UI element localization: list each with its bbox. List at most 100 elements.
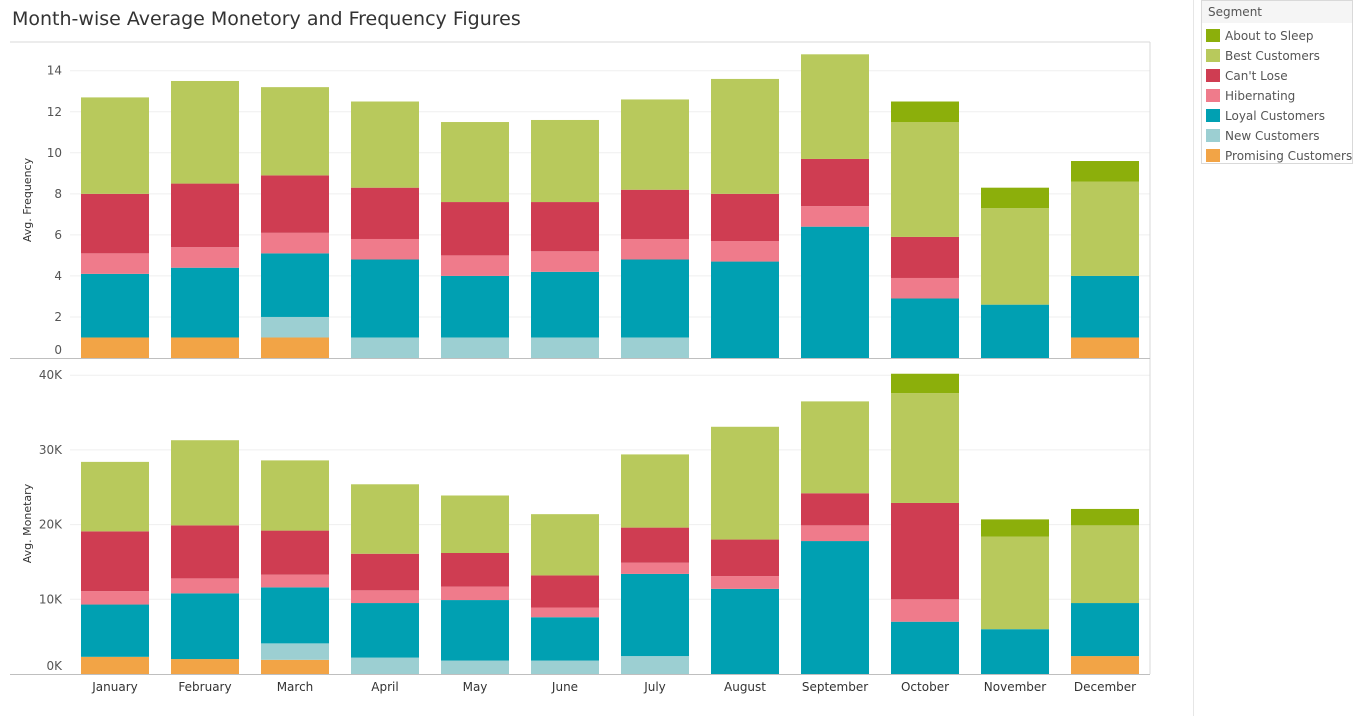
bar-segment-loyal-customers: [981, 629, 1049, 674]
bar-segment-best-customers: [351, 101, 419, 188]
bar-segment-hibernating: [891, 277, 959, 299]
x-tick-label: July: [643, 680, 666, 694]
bar-segment-best-customers: [171, 80, 239, 184]
bar-segment-can-t-lose: [621, 189, 689, 239]
bar-segment-can-t-lose: [351, 553, 419, 591]
bar-segment-can-t-lose: [801, 493, 869, 526]
chart-canvas: 0 2 4 6 8 10 12 14 Avg. Frequency 0K 10K 20K 30K 40K A…: [10, 41, 1151, 694]
legend-item-hibernating[interactable]: Hibernating: [1206, 89, 1295, 103]
bar-segment-hibernating: [531, 607, 599, 618]
bar-segment-loyal-customers: [1071, 603, 1139, 657]
bar-segment-can-t-lose: [711, 539, 779, 577]
y-tick-label: 2: [54, 310, 62, 324]
bar-segment-best-customers: [441, 122, 509, 203]
bar-segment-loyal-customers: [621, 259, 689, 338]
legend-label: New Customers: [1225, 129, 1320, 143]
bar-segment-best-customers: [531, 119, 599, 203]
legend-item-loyal-customers[interactable]: Loyal Customers: [1206, 109, 1325, 123]
bar-segment-best-customers: [621, 454, 689, 528]
y-tick-label: 12: [47, 105, 62, 119]
bar-segment-best-customers: [261, 87, 329, 176]
chart-title: Month-wise Average Monetory and Frequenc…: [12, 8, 521, 30]
x-tick-label: September: [802, 680, 868, 694]
bar-segment-hibernating: [261, 232, 329, 254]
legend-label: Best Customers: [1225, 49, 1320, 63]
legend-label: Promising Customers: [1225, 149, 1353, 163]
y-tick-label: 0K: [46, 659, 63, 673]
bar-segment-loyal-customers: [711, 261, 779, 358]
bar-segment-can-t-lose: [171, 183, 239, 248]
bar-segment-about-to-sleep: [981, 519, 1049, 537]
bar-segment-can-t-lose: [81, 193, 149, 254]
y-tick-label: 40K: [39, 368, 63, 382]
y-axis-label: Avg. Frequency: [21, 157, 34, 242]
bar-segment-loyal-customers: [261, 587, 329, 644]
legend-item-new-customers[interactable]: New Customers: [1206, 129, 1320, 143]
bar-segment-best-customers: [981, 208, 1049, 305]
bar-segment-hibernating: [801, 525, 869, 542]
legend-item-promising-customers[interactable]: Promising Customers: [1206, 149, 1352, 163]
bar-segment-loyal-customers: [81, 273, 149, 338]
legend-item-about-to-sleep[interactable]: About to Sleep: [1206, 29, 1314, 43]
y-tick-label: 0: [54, 343, 62, 357]
legend-label: About to Sleep: [1225, 29, 1314, 43]
bar-segment-promising-customers: [1071, 656, 1139, 674]
bar-segment-about-to-sleep: [1071, 508, 1139, 526]
bar-segment-new-customers: [441, 660, 509, 674]
bar-segment-best-customers: [711, 426, 779, 540]
x-tick-label: December: [1074, 680, 1136, 694]
bar-segment-loyal-customers: [621, 573, 689, 657]
bar-segment-best-customers: [801, 401, 869, 494]
bar-segment-hibernating: [261, 574, 329, 588]
bar-segment-can-t-lose: [171, 525, 239, 579]
bar-segment-about-to-sleep: [981, 187, 1049, 209]
bar-segment-hibernating: [441, 586, 509, 601]
bar-segment-promising-customers: [171, 659, 239, 674]
bar-segment-loyal-customers: [801, 226, 869, 358]
bar-segment-can-t-lose: [441, 553, 509, 587]
bar-segment-best-customers: [261, 460, 329, 531]
bar-segment-promising-customers: [81, 656, 149, 674]
grid-layer: [70, 70, 1150, 600]
bar-segment-new-customers: [531, 660, 599, 674]
legend-swatch: [1206, 49, 1220, 62]
x-tick-label: April: [371, 680, 398, 694]
bar-segment-best-customers: [171, 440, 239, 526]
bar-segment-best-customers: [621, 99, 689, 190]
legend-item-best-customers[interactable]: Best Customers: [1206, 49, 1320, 63]
bar-segment-best-customers: [81, 97, 149, 194]
bar-segment-best-customers: [891, 122, 959, 237]
legend: Segment About to Sleep Best Customers Ca…: [1201, 0, 1353, 164]
bar-segment-loyal-customers: [531, 271, 599, 338]
x-tick-label: November: [984, 680, 1046, 694]
bar-segment-best-customers: [441, 495, 509, 554]
x-tick-label: May: [463, 680, 488, 694]
bar-segment-hibernating: [351, 590, 419, 604]
legend-item-cant-lose[interactable]: Can't Lose: [1206, 69, 1288, 83]
bar-segment-can-t-lose: [261, 175, 329, 233]
x-tick-label: August: [724, 680, 766, 694]
bar-segment-loyal-customers: [171, 267, 239, 338]
bar-segment-hibernating: [711, 576, 779, 589]
bar-segment-about-to-sleep: [891, 101, 959, 123]
legend-title: Segment: [1202, 1, 1352, 23]
bar-segment-can-t-lose: [531, 575, 599, 608]
legend-swatch: [1206, 149, 1220, 162]
bar-segment-can-t-lose: [621, 527, 689, 563]
legend-label: Can't Lose: [1225, 69, 1288, 83]
y-tick-label: 8: [54, 187, 62, 201]
bar-segment-new-customers: [261, 316, 329, 338]
y-tick-label: 6: [54, 228, 62, 242]
bar-segment-new-customers: [531, 337, 599, 358]
legend-swatch: [1206, 69, 1220, 82]
bar-segment-hibernating: [801, 206, 869, 227]
legend-swatch: [1206, 29, 1220, 42]
legend-swatch: [1206, 89, 1220, 102]
bar-segment-can-t-lose: [441, 202, 509, 256]
bar-segment-loyal-customers: [171, 593, 239, 660]
y-tick-label: 10: [47, 146, 62, 160]
bar-segment-best-customers: [891, 393, 959, 503]
bar-segment-loyal-customers: [891, 621, 959, 674]
bar-segment-best-customers: [531, 514, 599, 576]
bar-segment-about-to-sleep: [891, 373, 959, 394]
